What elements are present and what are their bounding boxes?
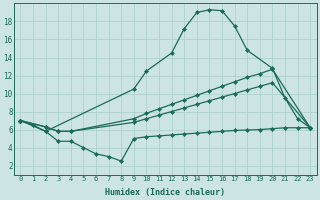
X-axis label: Humidex (Indice chaleur): Humidex (Indice chaleur) xyxy=(105,188,225,197)
